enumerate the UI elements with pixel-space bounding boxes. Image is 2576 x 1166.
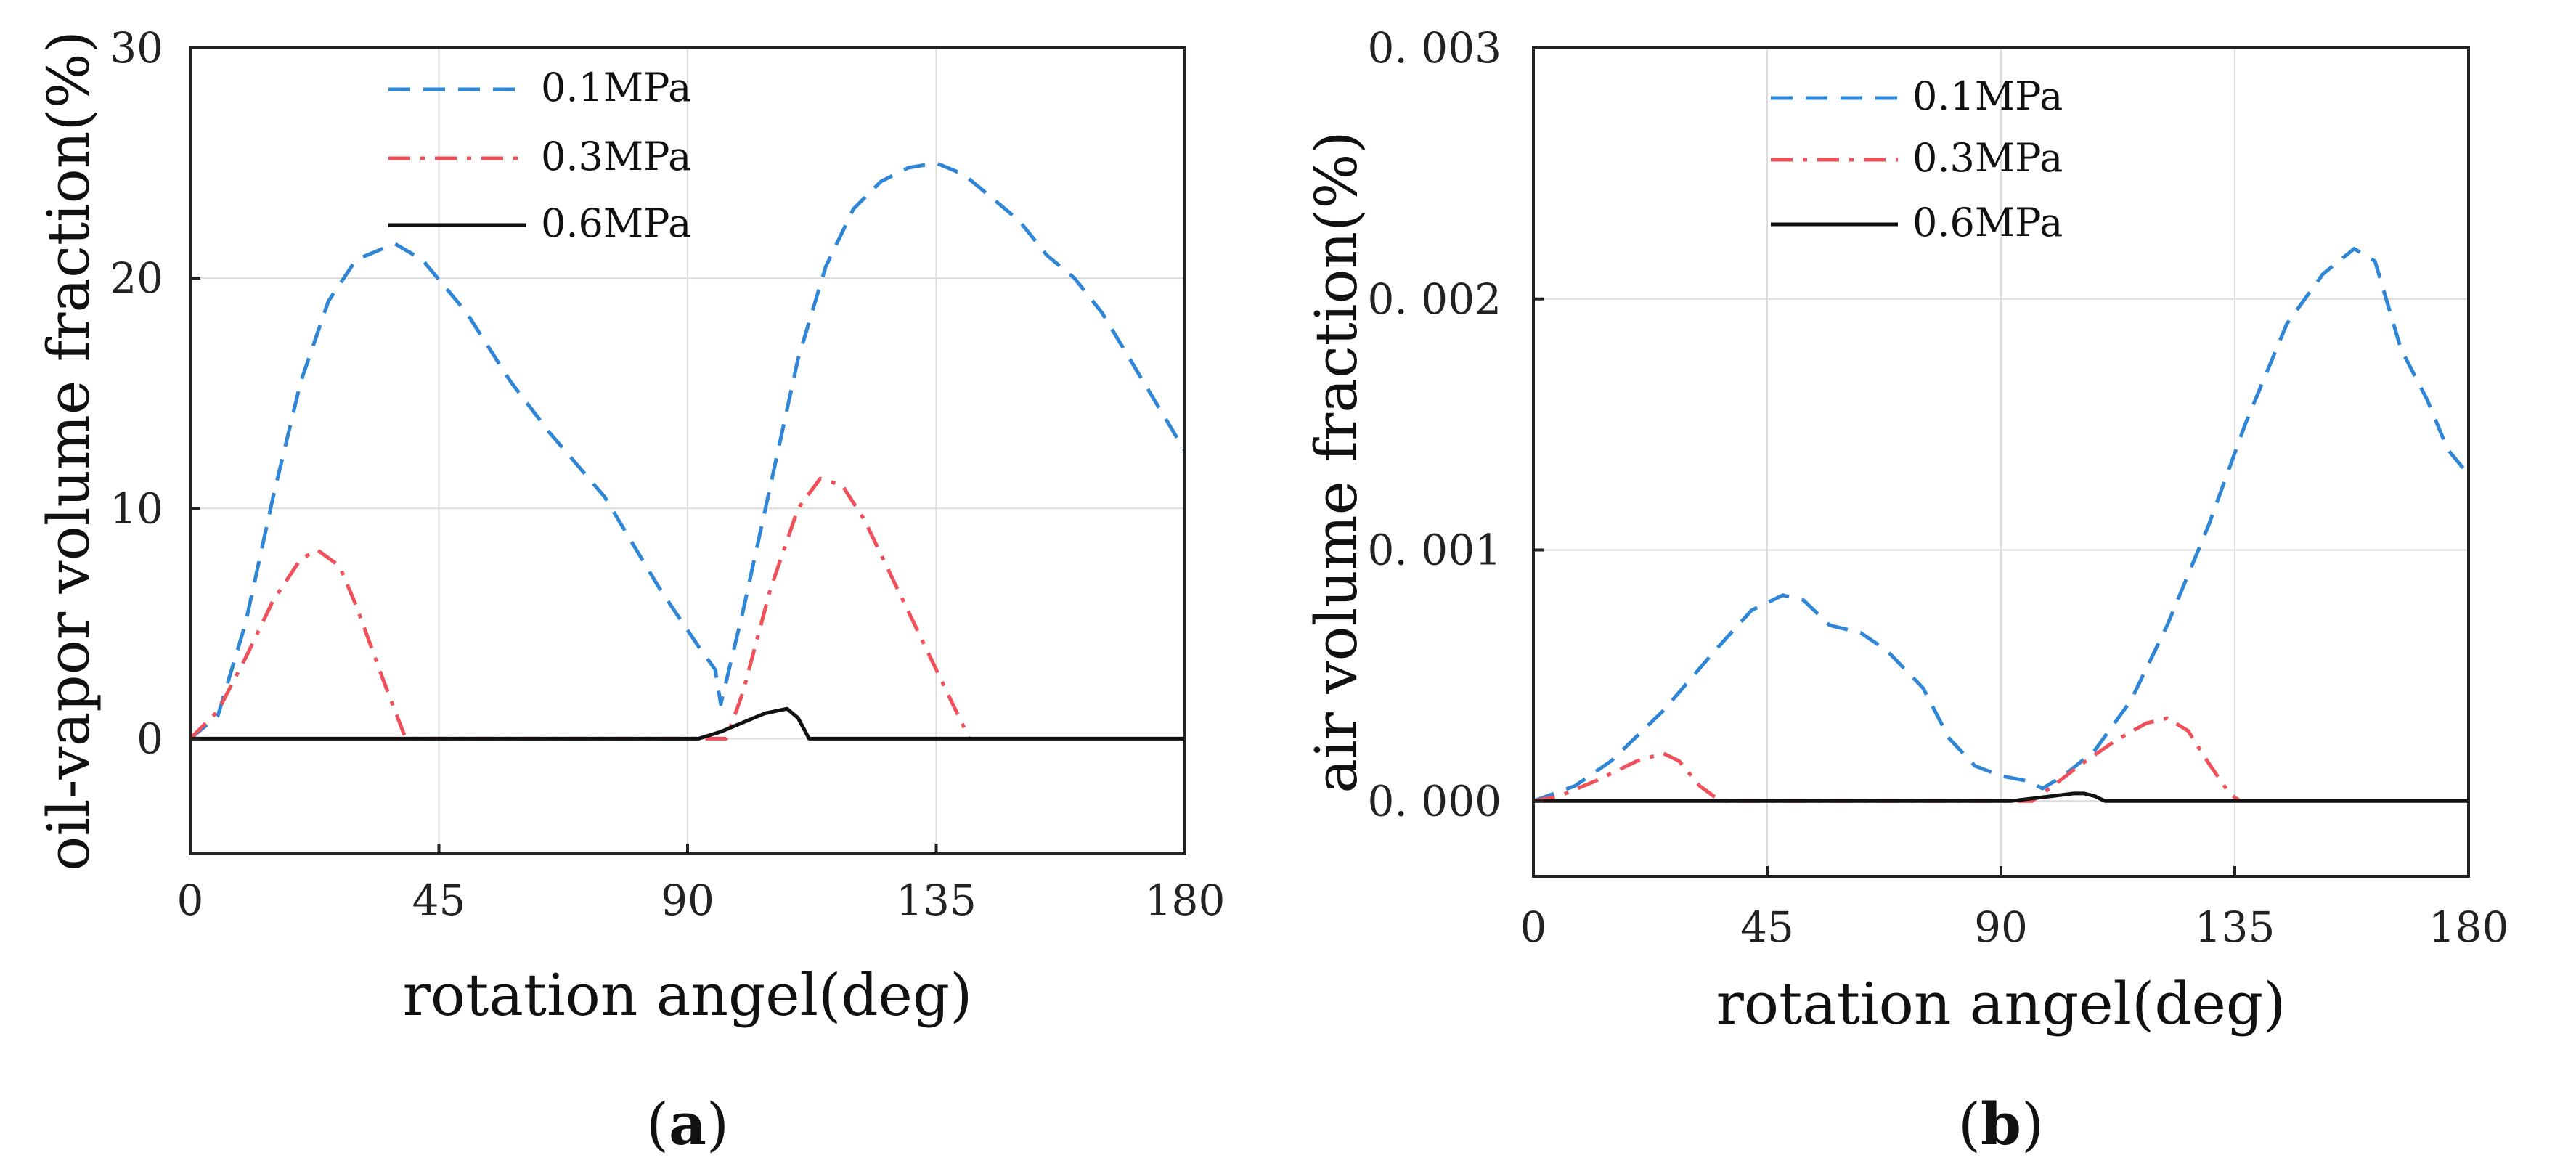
x-tick-label: 45 (412, 876, 466, 925)
panel-label-open: ( (1958, 1090, 1981, 1158)
panel-label: (a) (646, 1090, 729, 1158)
panel-b: 0 45 90 135 180 0. 000 0. 001 0. 002 0. 003 rotat… (1303, 23, 2508, 1158)
series-line-0.3MPa (1533, 716, 2241, 803)
x-tick-label: 135 (2195, 902, 2275, 952)
series-line-0.6MPa (1533, 791, 2469, 803)
x-tick-label: 0 (1520, 902, 1547, 952)
legend-label: 0.1MPa (541, 65, 691, 110)
x-axis-title: rotation angel(deg) (403, 961, 973, 1029)
panel-label-close: ) (706, 1090, 729, 1158)
legend-label: 0.6MPa (1912, 200, 2063, 245)
x-tick-label: 45 (1740, 902, 1794, 952)
series-line-0.1MPa (189, 161, 1187, 741)
legend-label: 0.3MPa (1912, 135, 2063, 181)
x-tick-label: 90 (1974, 902, 2028, 952)
panel-a: 0 45 90 135 180 0 10 20 30 rotation angel(deg) oil… (35, 23, 1225, 1158)
panel-label-letter: b (1981, 1090, 2021, 1158)
x-tick-label: 0 (177, 876, 204, 925)
y-axis-title: air volume fraction(%) (1303, 131, 1370, 793)
series-line-0.3MPa (189, 476, 971, 741)
x-tick-label: 180 (2429, 902, 2509, 952)
y-tick-label: 0. 003 (1368, 23, 1501, 73)
legend-label: 0.3MPa (541, 134, 691, 179)
x-tick-label: 90 (661, 876, 714, 925)
x-tick-label: 135 (896, 876, 977, 925)
y-tick-label: 0 (136, 714, 163, 763)
x-tick-label: 180 (1145, 876, 1226, 925)
y-tick-label: 20 (110, 253, 163, 303)
y-tick-label: 0. 000 (1368, 776, 1501, 825)
panel-label-open: ( (646, 1090, 669, 1158)
panel-label: (b) (1958, 1090, 2044, 1158)
legend-label: 0.6MPa (541, 200, 691, 246)
y-tick-label: 0. 002 (1368, 274, 1501, 324)
panel-label-letter: a (669, 1090, 706, 1158)
x-axis-title: rotation angel(deg) (1716, 970, 2286, 1037)
series-line-0.6MPa (190, 706, 1185, 741)
legend-label: 0.1MPa (1912, 73, 2063, 119)
panel-label-close: ) (2021, 1090, 2044, 1158)
y-tick-label: 10 (110, 484, 163, 533)
y-axis-title: oil-vapor volume fraction(%) (35, 30, 102, 871)
y-tick-label: 30 (110, 23, 163, 73)
y-tick-label: 0. 001 (1368, 526, 1501, 575)
series-line-0.1MPa (1533, 247, 2470, 803)
